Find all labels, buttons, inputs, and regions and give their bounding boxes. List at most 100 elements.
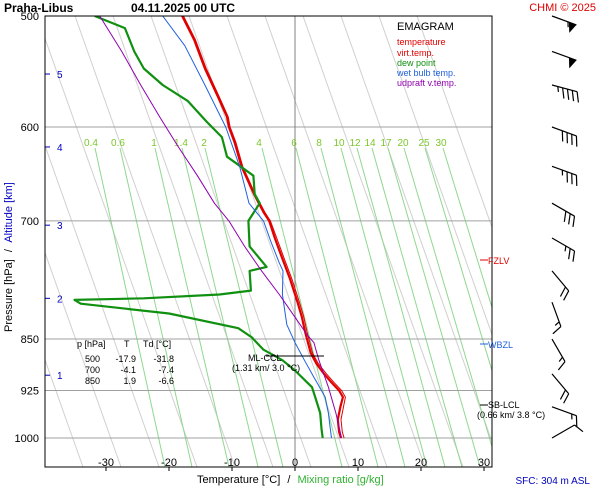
wind-barb-feather — [575, 135, 578, 147]
wind-barb — [551, 84, 579, 103]
wind-barb-feather — [561, 130, 564, 142]
mixing-ratio-line — [204, 147, 284, 467]
wind-barb-half-feather — [564, 245, 567, 252]
temperature-tick-label: 10 — [352, 457, 364, 469]
mixing-ratio-line — [442, 147, 492, 310]
wind-barb-feather — [576, 91, 579, 103]
table-header-t: T — [124, 339, 130, 349]
wind-barb — [551, 15, 577, 33]
xlabel-mixing-ratio: Mixing ratio [g/kg] — [297, 474, 383, 486]
altitude-tick-label: 2 — [57, 294, 63, 305]
ylabel-pressure: Pressure [hPa] — [3, 259, 15, 332]
legend-title: EMAGRAM — [397, 21, 454, 33]
wind-barb-half-feather — [561, 170, 564, 176]
wind-barb — [551, 424, 584, 439]
wind-barb-staff — [551, 270, 570, 292]
wbzl-label: WBZL — [488, 340, 513, 350]
wind-barb-staff — [551, 126, 577, 137]
mixing-ratio-label: 20 — [397, 138, 409, 149]
table-row-850-p: 850 — [85, 376, 100, 386]
wind-barb-feather — [557, 361, 566, 371]
dry-adiabat-line — [264, 16, 426, 467]
temperature-tick-label: 20 — [415, 457, 427, 469]
wind-barb — [551, 202, 576, 227]
wind-barb-feather — [568, 213, 571, 225]
wind-barb-feather — [563, 290, 570, 301]
dry-adiabat-line — [416, 16, 492, 229]
dry-adiabat-line — [226, 16, 388, 467]
wind-barb-feather — [562, 87, 565, 99]
mixing-ratio-line — [371, 147, 463, 467]
pressure-tick-label: 600 — [21, 122, 39, 134]
dry-adiabat-line — [45, 251, 122, 467]
fzlv-annotation: FZLV — [480, 256, 509, 266]
temperature-tick-label: -20 — [161, 457, 177, 469]
wind-barb-half-feather — [554, 321, 560, 326]
table-row-700-t: -4.1 — [120, 365, 136, 375]
wind-barb-pennant — [568, 22, 577, 33]
mixing-ratio-label: 25 — [418, 138, 430, 149]
mixing-ratio-label: 0.4 — [84, 138, 98, 149]
mixing-ratio-label: 10 — [333, 138, 345, 149]
table-row-500-td: -31.8 — [153, 354, 174, 364]
series-udpraft-v-temp — [99, 16, 343, 439]
legend-updraft: udpraft v.temp. — [397, 78, 456, 88]
ylabel-sep: / — [3, 248, 15, 252]
series-virt-temp — [183, 16, 346, 439]
sb-lcl-label: SB-LCL — [488, 400, 520, 410]
mixing-ratio-label: 17 — [380, 138, 392, 149]
wind-barb-feather — [571, 173, 573, 185]
legend-dew-point: dew point — [397, 58, 436, 68]
dry-adiabat-line — [74, 16, 236, 467]
wbzl-annotation: WBZL — [480, 340, 513, 350]
wind-barb-feather — [566, 132, 568, 144]
wind-barb-feather — [566, 89, 570, 100]
dry-adiabat-line — [112, 16, 274, 467]
wind-barb-feather — [563, 393, 570, 404]
wind-barb — [551, 237, 576, 262]
fzlv-label: FZLV — [488, 256, 509, 266]
wind-barb-staff — [551, 237, 575, 252]
wind-barb-half-feather — [557, 86, 560, 92]
wind-barb-feather — [559, 389, 567, 400]
table-row-850-t: 1.9 — [123, 376, 136, 386]
series-layer — [73, 16, 346, 439]
mixing-ratio-line — [154, 147, 230, 467]
mixing-ratio-label: 0.6 — [111, 138, 125, 149]
mixing-ratio-line — [295, 147, 379, 467]
legend-virt-temp: virt.temp. — [397, 48, 434, 58]
ml-ccl-label: ML-CCL — [248, 353, 282, 363]
chart-title-datetime: 04.11.2025 00 UTC — [131, 1, 235, 15]
ml-ccl-annotation: ML-CCL (1.31 km/ 3.0 °C) — [232, 353, 324, 373]
wind-barb-feather — [566, 171, 568, 183]
mixing-ratio-label: 6 — [291, 138, 297, 149]
wind-barb-feather — [575, 415, 578, 427]
wind-barb-half-feather — [571, 413, 573, 420]
table-row-700-td: -7.4 — [158, 365, 174, 375]
wind-barb-feather — [575, 175, 578, 186]
wind-barb — [551, 373, 570, 404]
wind-barb — [551, 165, 578, 186]
mixing-ratio-line — [424, 147, 492, 373]
mixing-ratio-line — [403, 147, 492, 449]
table-header-p: p [hPa] — [77, 339, 106, 349]
frame-layer — [44, 15, 493, 468]
mixing-ratio-label: 1 — [151, 138, 157, 149]
wind-barbs-column — [551, 15, 584, 439]
svg-text:Temperature [°C] / Mix: Temperature [°C] / Mixing ratio [g/kg] — [197, 474, 384, 486]
wind-barb-half-feather — [558, 356, 563, 362]
dry-adiabat-line — [378, 16, 492, 337]
series-clip-group — [73, 16, 346, 439]
ml-ccl-sub: (1.31 km/ 3.0 °C) — [232, 363, 300, 373]
data-table: p [hPa] T Td [°C] 500 -17.9 -31.8 700 -4… — [77, 339, 174, 386]
wind-barb-feather — [571, 134, 573, 145]
table-row-500-t: -17.9 — [115, 354, 136, 364]
wind-barb-staff — [551, 338, 566, 362]
wind-barb — [551, 338, 566, 371]
wind-barb — [551, 50, 577, 69]
wind-barb — [551, 406, 578, 427]
dry-adiabat-line — [340, 16, 492, 444]
svg-text:Pressure [hPa] / A: Pressure [hPa] / Altitude [km] — [3, 182, 15, 332]
